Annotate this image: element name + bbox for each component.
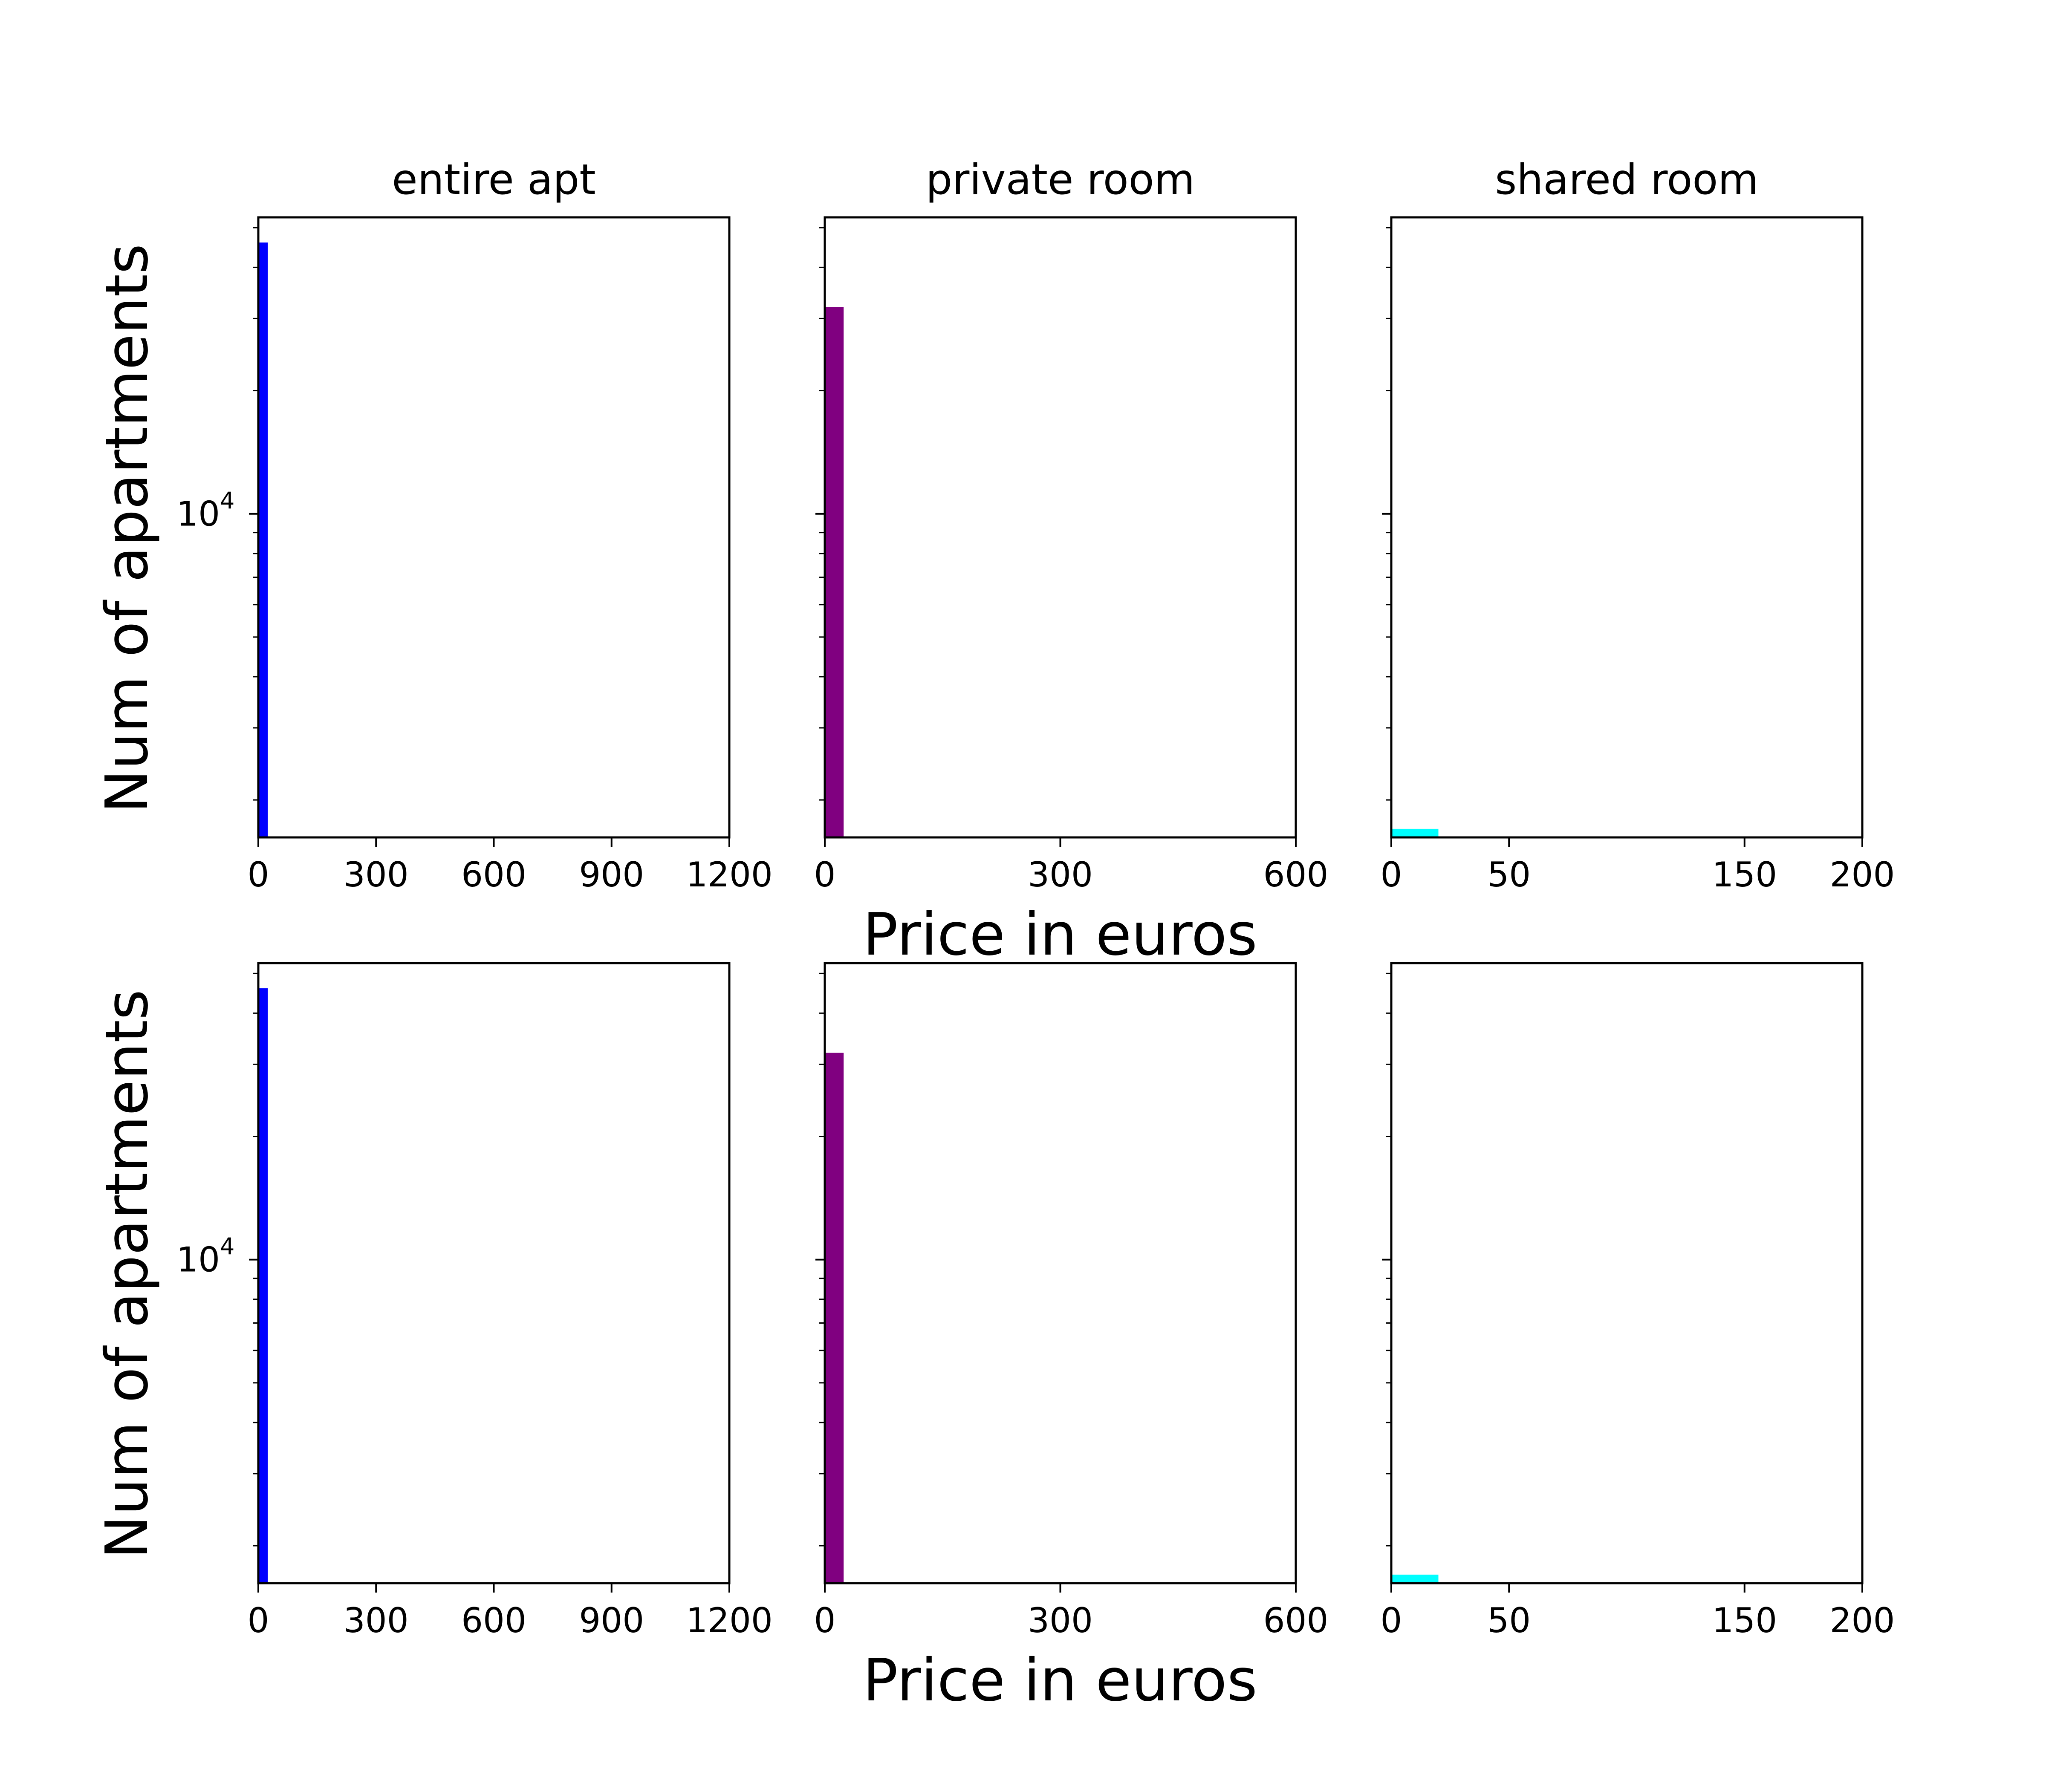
- y-axis-label-bottom-row: Num of apartments: [93, 990, 161, 1559]
- x-tick-label: 0: [1381, 1601, 1402, 1640]
- panel-title: private room: [926, 156, 1195, 204]
- x-tick-label: 300: [344, 1601, 409, 1640]
- x-tick-label: 300: [1028, 855, 1093, 895]
- panel-2: private room 0 300 600: [814, 156, 1329, 895]
- histogram-bar: [258, 988, 268, 1583]
- x-tick-label: 150: [1712, 1601, 1777, 1640]
- y-tick-exponent: 4: [220, 488, 234, 514]
- panel-5: 0 300 600: [814, 962, 1329, 1640]
- x-tick-label: 1200: [686, 855, 773, 895]
- x-tick-label: 900: [579, 1601, 644, 1640]
- x-tick-label: 0: [814, 855, 836, 895]
- x-tick-label: 0: [1381, 855, 1402, 895]
- y-tick-exponent: 4: [220, 1233, 234, 1260]
- histogram-bar: [1391, 1574, 1439, 1583]
- axes-frame: [1390, 216, 1864, 839]
- y-axis-label-top-row: Num of apartments: [93, 244, 161, 814]
- x-tick-label: 200: [1830, 855, 1895, 895]
- panel-title: entire apt: [392, 156, 595, 204]
- x-tick-label: 0: [814, 1601, 836, 1640]
- axes-frame: [1390, 962, 1864, 1584]
- x-tick-label: 0: [248, 855, 269, 895]
- histogram-bar: [258, 242, 268, 837]
- x-tick-label: 900: [579, 855, 644, 895]
- x-tick-label: 0: [248, 1601, 269, 1640]
- x-tick-label: 600: [1263, 855, 1329, 895]
- x-tick-label: 1200: [686, 1601, 773, 1640]
- x-tick-label: 600: [461, 1601, 526, 1640]
- x-tick-label: 300: [344, 855, 409, 895]
- panel-title: shared room: [1495, 156, 1759, 204]
- x-tick-label: 150: [1712, 855, 1777, 895]
- x-axis-label-top-row: Price in euros: [863, 901, 1257, 969]
- x-tick-label: 200: [1830, 1601, 1895, 1640]
- histogram-bar: [825, 1053, 844, 1583]
- x-tick-label: 600: [1263, 1601, 1329, 1640]
- y-tick-label: 10: [176, 1240, 220, 1280]
- histogram-bar: [825, 307, 844, 837]
- panel-4: 0 300 600 900 1200 10 4: [176, 962, 773, 1640]
- panel-6: 0 50 150 200: [1381, 962, 1895, 1640]
- x-axis-label-bottom-row: Price in euros: [863, 1647, 1257, 1714]
- histogram-bar: [1391, 828, 1439, 837]
- x-tick-label: 50: [1487, 855, 1531, 895]
- y-tick-label: 10: [176, 494, 220, 534]
- x-tick-label: 50: [1487, 1601, 1531, 1640]
- panel-1: entire apt 0 300 600 900 1200 10 4: [176, 156, 773, 895]
- x-tick-label: 300: [1028, 1601, 1093, 1640]
- x-tick-label: 600: [461, 855, 526, 895]
- panel-3: shared room 0 50 150 200: [1381, 156, 1895, 895]
